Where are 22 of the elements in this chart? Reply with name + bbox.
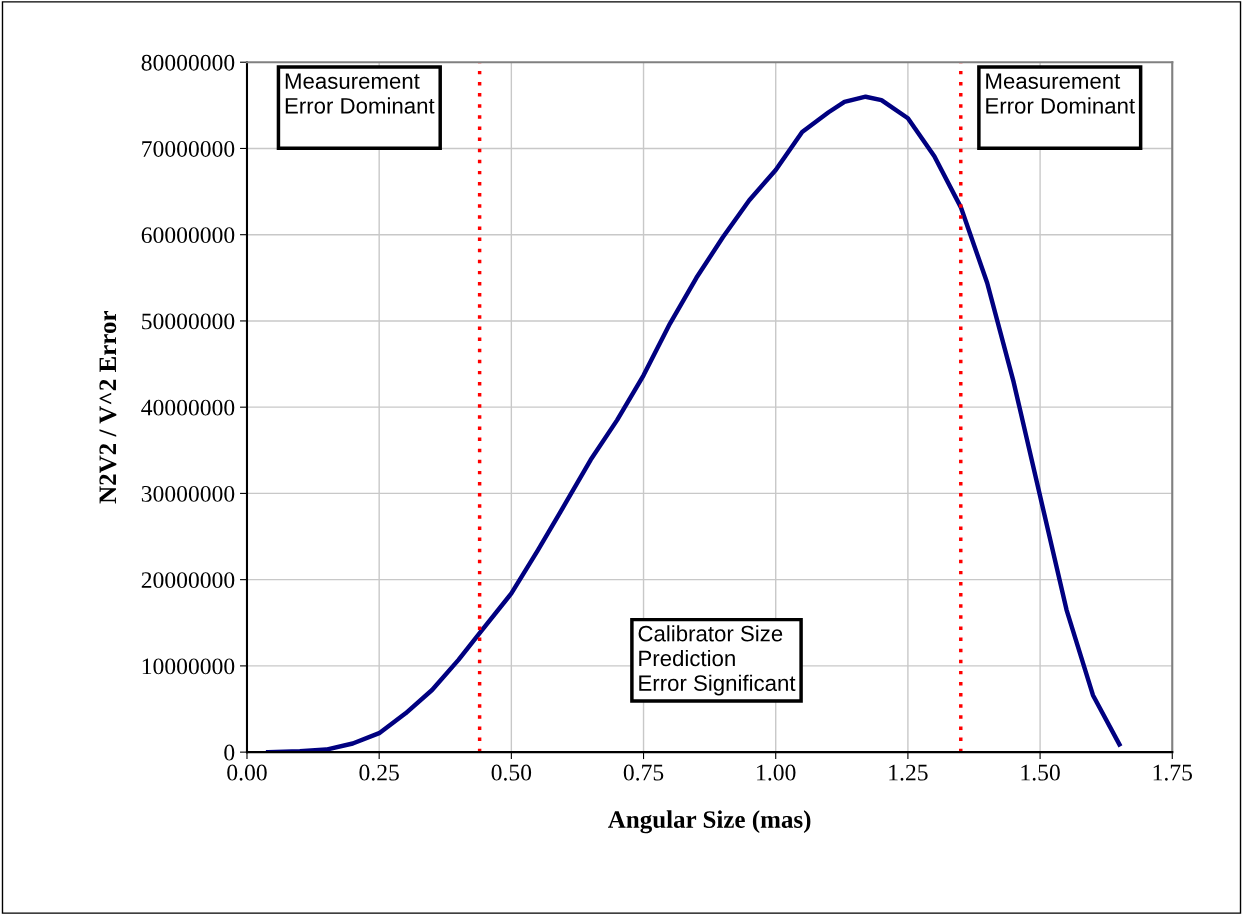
y-tick-label: 60000000 — [141, 227, 235, 244]
annotation: Measurement Error Dominant — [285, 73, 435, 114]
x-tick-label: 0.75 — [623, 764, 664, 781]
y-tick-label: 20000000 — [141, 572, 235, 589]
y-tick-label: 40000000 — [141, 399, 235, 416]
y-axis-title: N2V2 / V^2 Error — [99, 310, 117, 504]
x-axis-title: Angular Size (mas) — [608, 810, 811, 834]
annotation: Measurement Error Dominant — [986, 73, 1135, 114]
x-tick-label: 0.25 — [359, 764, 399, 781]
annotation: Calibrator Size Prediction Error Significant — [638, 625, 796, 696]
x-tick-label: 1.25 — [889, 764, 928, 781]
x-tick-label: 0.50 — [491, 764, 532, 781]
y-tick-label: 50000000 — [142, 313, 235, 330]
x-tick-label: 1.00 — [757, 764, 796, 781]
y-tick-label: 0 — [224, 744, 235, 761]
y-tick-label: 80000000 — [141, 54, 235, 71]
y-tick-label: 30000000 — [141, 485, 235, 502]
x-tick-label: 1.75 — [1153, 764, 1193, 781]
y-tick-label: 10000000 — [142, 658, 235, 675]
x-tick-label: 0.00 — [227, 764, 267, 781]
y-tick-label: 70000000 — [142, 140, 235, 157]
x-tick-label: 1.50 — [1021, 764, 1060, 781]
